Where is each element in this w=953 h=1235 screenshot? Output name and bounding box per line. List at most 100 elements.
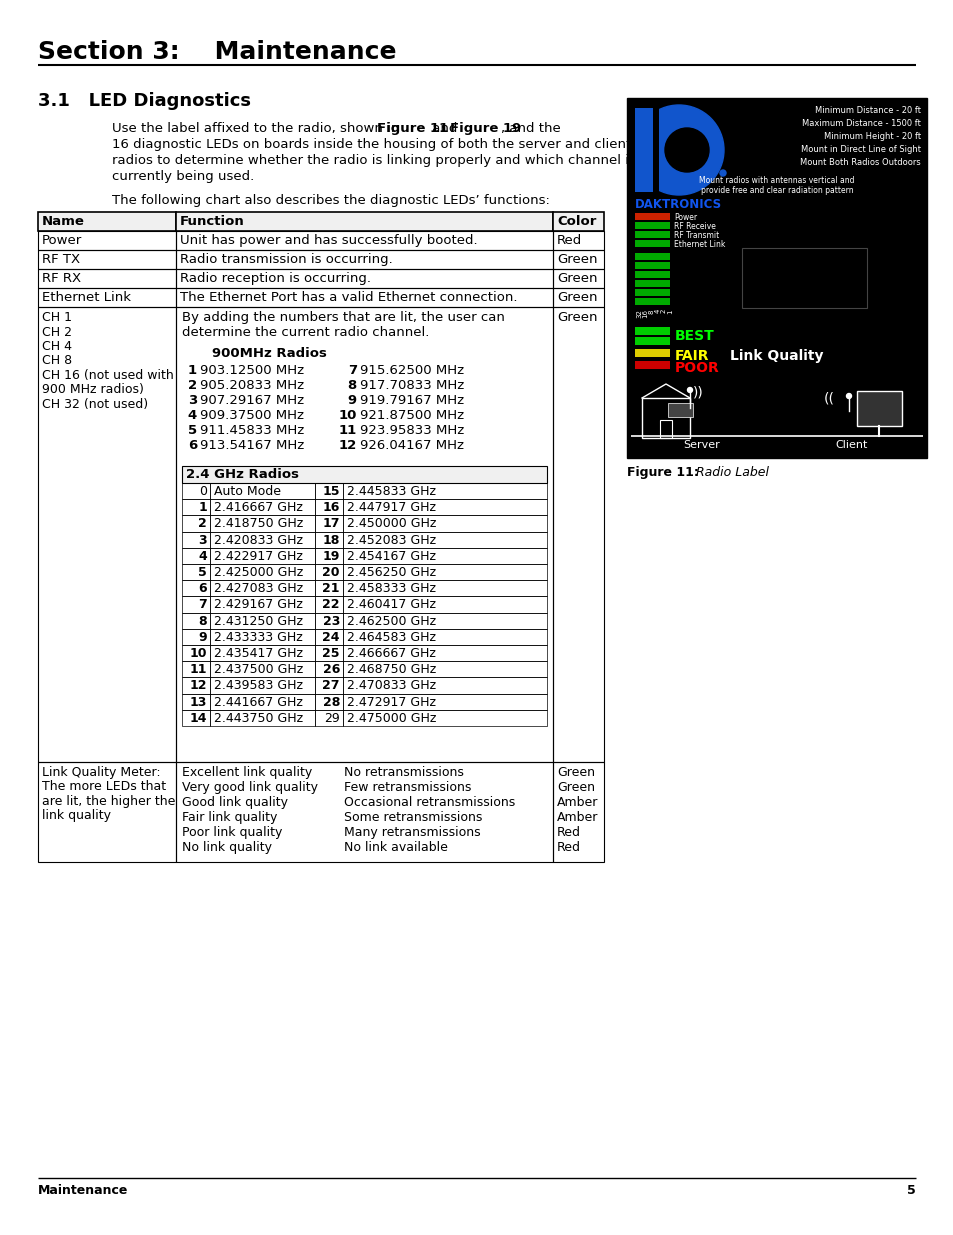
Bar <box>635 337 669 345</box>
Bar <box>667 403 692 417</box>
Text: 17: 17 <box>322 517 339 530</box>
Bar <box>210 613 314 629</box>
Text: Few retransmissions: Few retransmissions <box>344 781 471 794</box>
Text: 2.437500 GHz: 2.437500 GHz <box>213 663 303 677</box>
Bar <box>343 613 546 629</box>
Text: 6: 6 <box>188 438 196 452</box>
Text: Mount Both Radios Outdoors: Mount Both Radios Outdoors <box>800 158 920 167</box>
Bar <box>38 288 175 308</box>
Text: Many retransmissions: Many retransmissions <box>344 826 480 839</box>
Text: Green: Green <box>557 781 595 794</box>
Text: Good link quality: Good link quality <box>182 797 288 809</box>
Bar <box>635 280 669 287</box>
Bar <box>553 231 603 249</box>
Text: 0: 0 <box>199 485 207 498</box>
Text: Name: Name <box>42 215 85 228</box>
Text: Minimum Height - 20 ft: Minimum Height - 20 ft <box>823 132 920 141</box>
Bar <box>38 212 175 231</box>
Text: Red: Red <box>557 841 580 853</box>
Text: 9: 9 <box>198 631 207 643</box>
Text: 2.470833 GHz: 2.470833 GHz <box>347 679 436 693</box>
Bar <box>635 350 669 357</box>
Text: 3: 3 <box>198 534 207 547</box>
Bar <box>856 391 901 426</box>
Text: Mount in Direct Line of Sight: Mount in Direct Line of Sight <box>801 144 920 154</box>
Text: Use the label affixed to the radio, shown in: Use the label affixed to the radio, show… <box>112 122 403 135</box>
Text: Radio Label: Radio Label <box>691 466 768 479</box>
Bar <box>343 548 546 564</box>
Text: 13: 13 <box>190 695 207 709</box>
Text: Maximum Distance - 1500 ft: Maximum Distance - 1500 ft <box>801 119 920 128</box>
Text: ((: (( <box>823 391 834 405</box>
Text: Green: Green <box>557 311 597 324</box>
Bar <box>182 645 210 661</box>
Bar <box>175 762 553 862</box>
Text: Figure 11: Figure 11 <box>376 122 448 135</box>
Text: No link available: No link available <box>344 841 447 853</box>
Text: Ethernet Link: Ethernet Link <box>42 291 131 304</box>
Text: CH 4: CH 4 <box>42 340 71 353</box>
Bar <box>343 564 546 580</box>
Text: Very good link quality: Very good link quality <box>182 781 317 794</box>
Text: 3.1   LED Diagnostics: 3.1 LED Diagnostics <box>38 91 251 110</box>
Bar <box>314 629 343 645</box>
Bar <box>635 222 669 228</box>
Bar <box>182 515 210 531</box>
Bar <box>553 212 603 231</box>
Text: 2.462500 GHz: 2.462500 GHz <box>347 615 436 627</box>
Text: 2.420833 GHz: 2.420833 GHz <box>213 534 303 547</box>
Text: 2.454167 GHz: 2.454167 GHz <box>347 550 436 563</box>
Text: 2.466667 GHz: 2.466667 GHz <box>347 647 436 659</box>
Text: 903.12500 MHz: 903.12500 MHz <box>200 364 304 377</box>
Text: Function: Function <box>180 215 245 228</box>
Bar <box>343 597 546 613</box>
Bar <box>553 308 603 762</box>
Text: Red: Red <box>557 826 580 839</box>
Text: 21: 21 <box>322 582 339 595</box>
Bar <box>553 762 603 862</box>
Text: 926.04167 MHz: 926.04167 MHz <box>359 438 463 452</box>
Text: 22: 22 <box>322 599 339 611</box>
Bar <box>553 269 603 288</box>
Bar <box>635 253 669 261</box>
Bar <box>38 308 175 762</box>
Text: 2: 2 <box>198 517 207 530</box>
Bar <box>628 106 659 194</box>
Bar <box>314 564 343 580</box>
Text: 2.460417 GHz: 2.460417 GHz <box>347 599 436 611</box>
Text: 11: 11 <box>190 663 207 677</box>
Text: Radio reception is occurring.: Radio reception is occurring. <box>180 272 371 285</box>
Bar <box>314 580 343 597</box>
Text: provide free and clear radiation pattern: provide free and clear radiation pattern <box>700 186 852 195</box>
Text: CH 32 (not used): CH 32 (not used) <box>42 398 148 411</box>
Text: , and the: , and the <box>500 122 560 135</box>
Text: Color: Color <box>557 215 596 228</box>
Text: 4: 4 <box>654 309 659 314</box>
Text: 19: 19 <box>322 550 339 563</box>
Text: Figure 11:: Figure 11: <box>626 466 699 479</box>
Text: 911.45833 MHz: 911.45833 MHz <box>200 424 304 437</box>
Bar <box>175 288 553 308</box>
Text: RF TX: RF TX <box>42 253 80 266</box>
Text: 2.443750 GHz: 2.443750 GHz <box>213 711 303 725</box>
Text: FAIR: FAIR <box>675 350 709 363</box>
Text: 5: 5 <box>198 566 207 579</box>
Text: Link Quality Meter:: Link Quality Meter: <box>42 766 160 779</box>
Text: 2: 2 <box>660 309 666 314</box>
Text: 2.439583 GHz: 2.439583 GHz <box>213 679 303 693</box>
Text: 11: 11 <box>338 424 356 437</box>
Bar <box>182 629 210 645</box>
Bar <box>182 548 210 564</box>
Text: No retransmissions: No retransmissions <box>344 766 463 779</box>
Bar <box>210 678 314 694</box>
Text: 14: 14 <box>190 711 207 725</box>
Text: 7: 7 <box>348 364 356 377</box>
Text: 921.87500 MHz: 921.87500 MHz <box>359 409 464 422</box>
Text: Link Quality: Link Quality <box>729 350 822 363</box>
Bar <box>343 580 546 597</box>
Text: SIGN: SIGN <box>864 401 886 410</box>
Text: BLDG: BLDG <box>669 404 693 412</box>
Text: The following chart also describes the diagnostic LEDs’ functions:: The following chart also describes the d… <box>112 194 549 207</box>
Text: 8: 8 <box>648 309 654 314</box>
Bar <box>343 694 546 710</box>
